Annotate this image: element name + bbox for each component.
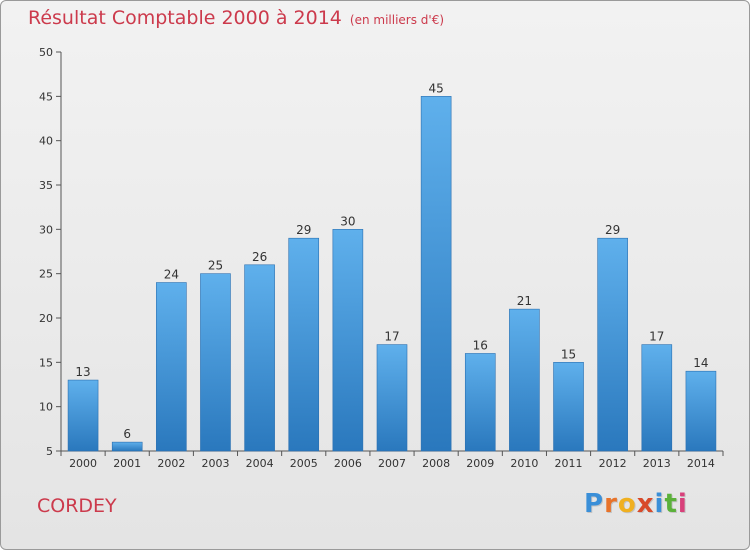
y-tick-label: 20: [39, 312, 53, 325]
logo-letter: x: [636, 489, 655, 519]
y-tick-label: 35: [39, 179, 53, 192]
bar-2013: [641, 344, 673, 452]
x-tick-label-2001: 2001: [113, 457, 141, 470]
logo-letter: t: [664, 489, 678, 519]
value-label-2007: 17: [384, 330, 399, 344]
bar-2012: [597, 237, 628, 452]
bar-2005: [288, 237, 320, 452]
value-label-2008: 45: [428, 81, 443, 95]
bar-2002: [156, 282, 187, 452]
bar-2010: [509, 308, 540, 452]
logo-letter: i: [654, 489, 665, 519]
chart-bars: [67, 96, 717, 452]
value-label-2006: 30: [340, 214, 355, 228]
chart-title: Résultat Comptable 2000 à 2014 (en millie…: [28, 7, 444, 29]
bar-2011: [553, 362, 584, 452]
chart-labels: 2000 13 2001 6 2002 24 2003 25 2004 26 2005 29 2006 3…: [69, 81, 715, 470]
value-label-2005: 29: [296, 223, 311, 237]
x-tick-label-2007: 2007: [378, 457, 406, 470]
x-tick-label-2009: 2009: [466, 457, 494, 470]
y-tick-label: 30: [39, 223, 53, 236]
bar-2006: [332, 229, 364, 452]
x-tick-label-2005: 2005: [290, 457, 318, 470]
x-tick-label-2000: 2000: [69, 457, 97, 470]
logo-letter: P: [584, 489, 605, 519]
value-label-2010: 21: [517, 294, 532, 308]
bar-2004: [244, 264, 275, 452]
y-tick-label: 25: [39, 268, 53, 281]
bar-2014: [685, 370, 717, 452]
value-label-2002: 24: [164, 268, 179, 282]
x-tick-label-2013: 2013: [643, 457, 671, 470]
value-label-2009: 16: [473, 338, 488, 352]
x-tick-label-2011: 2011: [555, 457, 583, 470]
bar-2008: [420, 96, 452, 452]
proxiti-logo: Proxiti: [584, 489, 688, 519]
bar-2009: [464, 353, 496, 452]
x-tick-label-2003: 2003: [201, 457, 229, 470]
x-tick-label-2006: 2006: [334, 457, 362, 470]
value-label-2014: 14: [693, 356, 708, 370]
y-tick-label: 40: [39, 135, 53, 148]
value-label-2000: 13: [75, 365, 90, 379]
x-tick-label-2010: 2010: [510, 457, 538, 470]
y-tick-label: 45: [39, 90, 53, 103]
chart-title-text: Résultat Comptable 2000 à 2014: [28, 7, 342, 29]
bar-2007: [376, 344, 408, 452]
logo-letter: i: [677, 489, 688, 519]
value-label-2013: 17: [649, 330, 664, 344]
value-label-2011: 15: [561, 347, 576, 361]
chart-subtitle: (en milliers d'€): [349, 13, 445, 27]
y-tick-label: 15: [39, 356, 53, 369]
value-label-2012: 29: [605, 223, 620, 237]
x-tick-label-2012: 2012: [599, 457, 627, 470]
y-tick-label: 10: [39, 401, 53, 414]
logo-letter: r: [604, 489, 618, 519]
value-label-2001: 6: [123, 427, 131, 441]
bar-2001: [111, 441, 143, 452]
value-label-2004: 26: [252, 250, 267, 264]
x-tick-label-2014: 2014: [687, 457, 715, 470]
bar-2003: [200, 273, 231, 452]
x-tick-label-2002: 2002: [157, 457, 185, 470]
x-tick-label-2008: 2008: [422, 457, 450, 470]
y-tick-label: 50: [39, 46, 53, 59]
commune-name: CORDEY: [37, 495, 117, 517]
y-tick-label: 5: [46, 445, 53, 458]
bar-2000: [67, 379, 99, 452]
x-tick-label-2004: 2004: [246, 457, 274, 470]
value-label-2003: 25: [208, 259, 223, 273]
logo-letter: o: [617, 489, 637, 519]
